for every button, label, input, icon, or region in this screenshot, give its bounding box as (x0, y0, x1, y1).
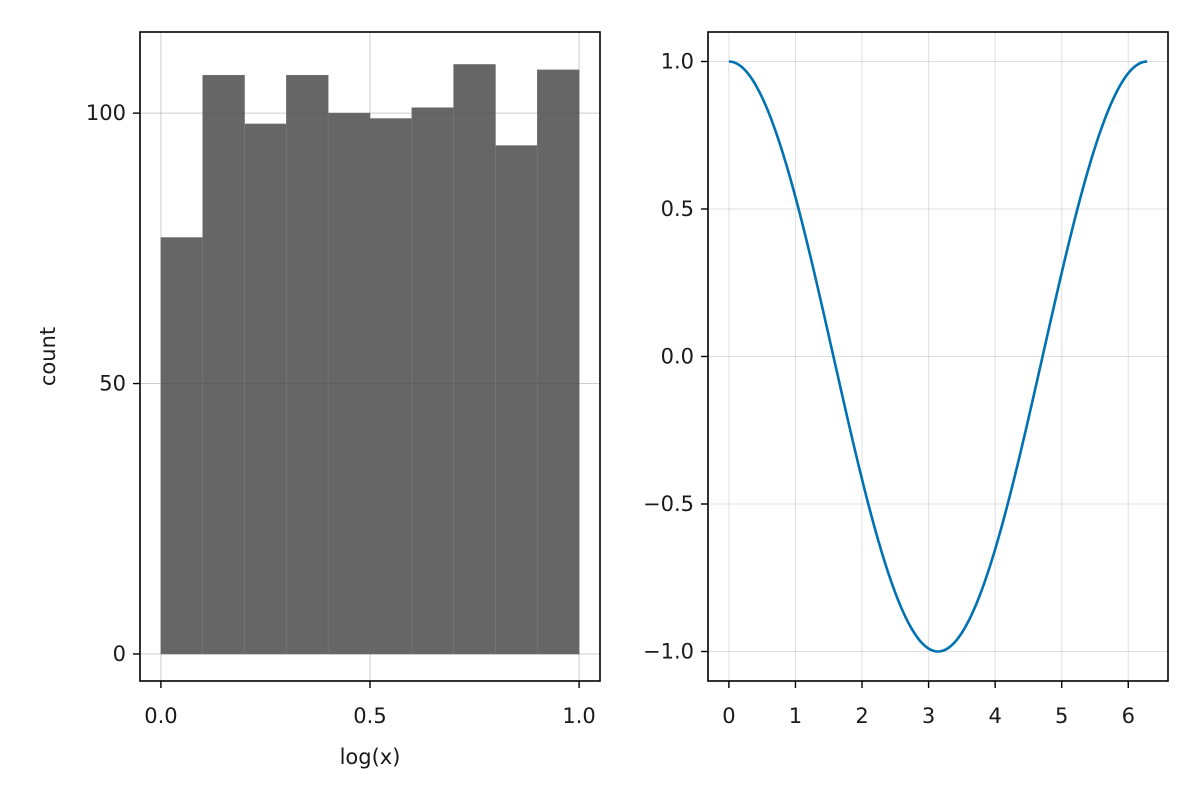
y-tick-label: −1.0 (643, 640, 694, 664)
x-tick-label: 0.5 (353, 704, 386, 728)
histogram-panel: 0.0 0.5 1.0 0 50 100 log(x) count (36, 31, 601, 769)
histogram-bar (453, 64, 496, 655)
x-tick-label: 4 (988, 704, 1001, 728)
y-tick-label: 1.0 (661, 50, 694, 74)
y-axis-label: count (36, 327, 60, 386)
histogram-bar (369, 118, 413, 655)
histogram-bar (327, 112, 371, 655)
x-tick-label: 3 (922, 704, 935, 728)
histogram-bar (286, 74, 329, 655)
histogram-bar (202, 74, 245, 655)
y-tick-label: 0.0 (661, 345, 694, 369)
x-axis-label: log(x) (340, 745, 401, 769)
x-tick-label: 6 (1122, 704, 1135, 728)
y-tick-label: −0.5 (643, 492, 694, 516)
histogram-bar (495, 145, 538, 655)
cosine-line-panel: 0 1 2 3 4 5 6 −1.0 −0.5 0.0 0.5 1.0 (643, 31, 1169, 728)
x-tick-label: 2 (855, 704, 868, 728)
x-tick-label: 1.0 (562, 704, 595, 728)
cosine-series-line (728, 60, 1148, 653)
histogram-bar (536, 69, 580, 655)
x-tick-label: 1 (789, 704, 802, 728)
histogram-bar (160, 237, 204, 655)
histogram-bar (244, 123, 287, 655)
x-tick-label: 5 (1055, 704, 1068, 728)
y-tick-label: 50 (99, 372, 126, 396)
x-tick-label: 0 (722, 704, 735, 728)
y-tick-label: 100 (86, 101, 126, 125)
x-tick-label: 0.0 (144, 704, 177, 728)
histogram-bar (411, 107, 454, 655)
y-tick-label: 0.5 (661, 197, 694, 221)
y-tick-label: 0 (113, 642, 126, 666)
